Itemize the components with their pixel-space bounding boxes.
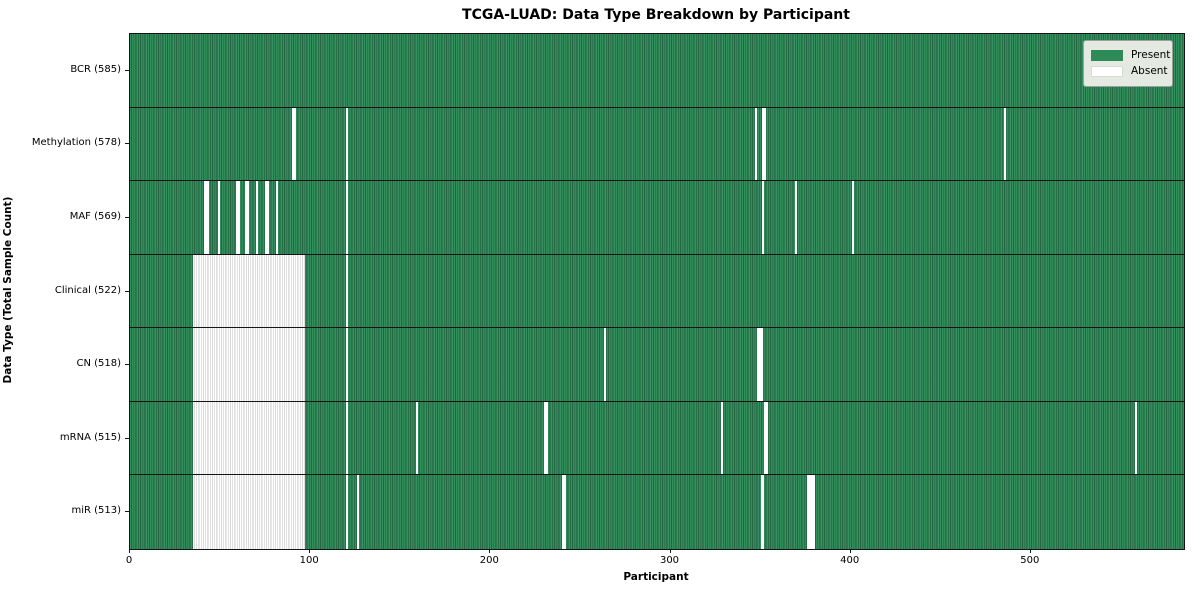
x-tick-label: 500	[1020, 555, 1040, 566]
y-tick-label: Methylation (578)	[31, 137, 121, 149]
heatmap-row-cn	[130, 328, 1184, 402]
absent-stripe	[794, 181, 797, 254]
absent-stripe	[207, 181, 210, 254]
absent-stripe	[266, 181, 269, 254]
heatmap-row-mir	[130, 475, 1184, 549]
absent-stripe	[764, 107, 767, 181]
absent-stripe	[1003, 107, 1006, 181]
x-tick-label: 400	[840, 555, 860, 566]
absent-stripe	[755, 107, 758, 181]
y-tick-mark	[125, 69, 129, 71]
absent-stripe	[762, 107, 765, 181]
x-tick-label: 100	[299, 555, 319, 566]
absent-range	[193, 328, 305, 401]
legend-label-present: Present	[1131, 49, 1171, 61]
x-tick-mark	[489, 549, 491, 553]
absent-stripe	[760, 328, 763, 401]
x-tick-mark	[309, 549, 311, 553]
heatmap-row-mrna	[130, 401, 1184, 476]
absent-stripe	[346, 181, 349, 254]
x-tick-label: 0	[125, 555, 133, 566]
y-tick-mark	[125, 364, 129, 366]
absent-stripe	[546, 401, 549, 475]
absent-stripe	[766, 401, 768, 475]
absent-stripe	[292, 107, 295, 181]
absent-stripe	[238, 181, 241, 254]
absent-stripe	[416, 401, 419, 475]
absent-stripe	[760, 475, 763, 549]
absent-stripe	[236, 181, 239, 254]
absent-range	[193, 401, 305, 475]
absent-stripe	[205, 181, 208, 254]
chart-title: TCGA-LUAD: Data Type Breakdown by Partic…	[462, 7, 850, 23]
absent-stripe	[346, 328, 349, 401]
absent-stripe	[852, 181, 855, 254]
heatmap-row-maf	[130, 181, 1184, 255]
absent-stripe	[756, 328, 759, 401]
absent-stripe	[346, 107, 349, 181]
absent-stripe	[762, 475, 765, 549]
absent-range	[193, 254, 305, 328]
absent-stripe	[203, 181, 206, 254]
y-tick-label: mRNA (515)	[59, 431, 121, 443]
absent-stripe	[247, 181, 250, 254]
absent-stripe	[245, 181, 248, 254]
y-tick-label: CN (518)	[76, 358, 121, 370]
absent-stripe	[564, 475, 567, 549]
absent-stripe	[293, 107, 296, 181]
absent-stripe	[346, 475, 349, 549]
absent-stripe	[809, 475, 812, 549]
y-tick-mark	[125, 143, 129, 145]
absent-stripe	[265, 181, 268, 254]
y-tick-label: MAF (569)	[69, 210, 121, 222]
absent-swatch-icon	[1091, 65, 1123, 77]
absent-stripe	[720, 401, 723, 475]
x-tick-mark	[669, 549, 671, 553]
heatmap-row-methylation	[130, 107, 1184, 182]
legend-item-absent: Absent	[1091, 64, 1168, 78]
y-tick-mark	[125, 437, 129, 439]
absent-stripe	[544, 401, 547, 475]
absent-stripe	[762, 181, 765, 254]
absent-stripe	[812, 475, 815, 549]
y-tick-mark	[125, 290, 129, 292]
absent-stripe	[764, 401, 767, 475]
absent-stripe	[346, 254, 349, 328]
x-tick-mark	[1029, 549, 1031, 553]
y-tick-label: miR (513)	[71, 505, 121, 517]
absent-stripe	[807, 475, 810, 549]
absent-stripe	[357, 475, 359, 549]
absent-stripe	[346, 401, 349, 475]
plot-area	[129, 33, 1185, 550]
legend: Present Absent	[1083, 40, 1173, 87]
y-tick-label: Clinical (522)	[54, 284, 121, 296]
y-tick-mark	[125, 511, 129, 513]
x-tick-label: 200	[479, 555, 499, 566]
absent-stripe	[218, 181, 221, 254]
x-tick-mark	[129, 549, 130, 553]
legend-label-absent: Absent	[1131, 65, 1168, 77]
legend-item-present: Present	[1091, 48, 1170, 62]
heatmap-row-bcr	[130, 34, 1184, 108]
heatmap-row-clinical	[130, 254, 1184, 329]
x-tick-label: 300	[659, 555, 680, 566]
absent-stripe	[275, 181, 278, 254]
absent-stripe	[1135, 401, 1138, 475]
present-swatch-icon	[1091, 49, 1123, 61]
absent-stripe	[562, 475, 565, 549]
absent-stripe	[603, 328, 606, 401]
x-axis-label: Participant	[623, 571, 689, 583]
y-tick-label: BCR (585)	[70, 63, 121, 75]
absent-stripe	[811, 475, 814, 549]
absent-stripe	[256, 181, 259, 254]
absent-range	[193, 475, 305, 549]
absent-stripe	[758, 328, 761, 401]
x-tick-mark	[849, 549, 851, 553]
y-tick-mark	[125, 216, 129, 218]
